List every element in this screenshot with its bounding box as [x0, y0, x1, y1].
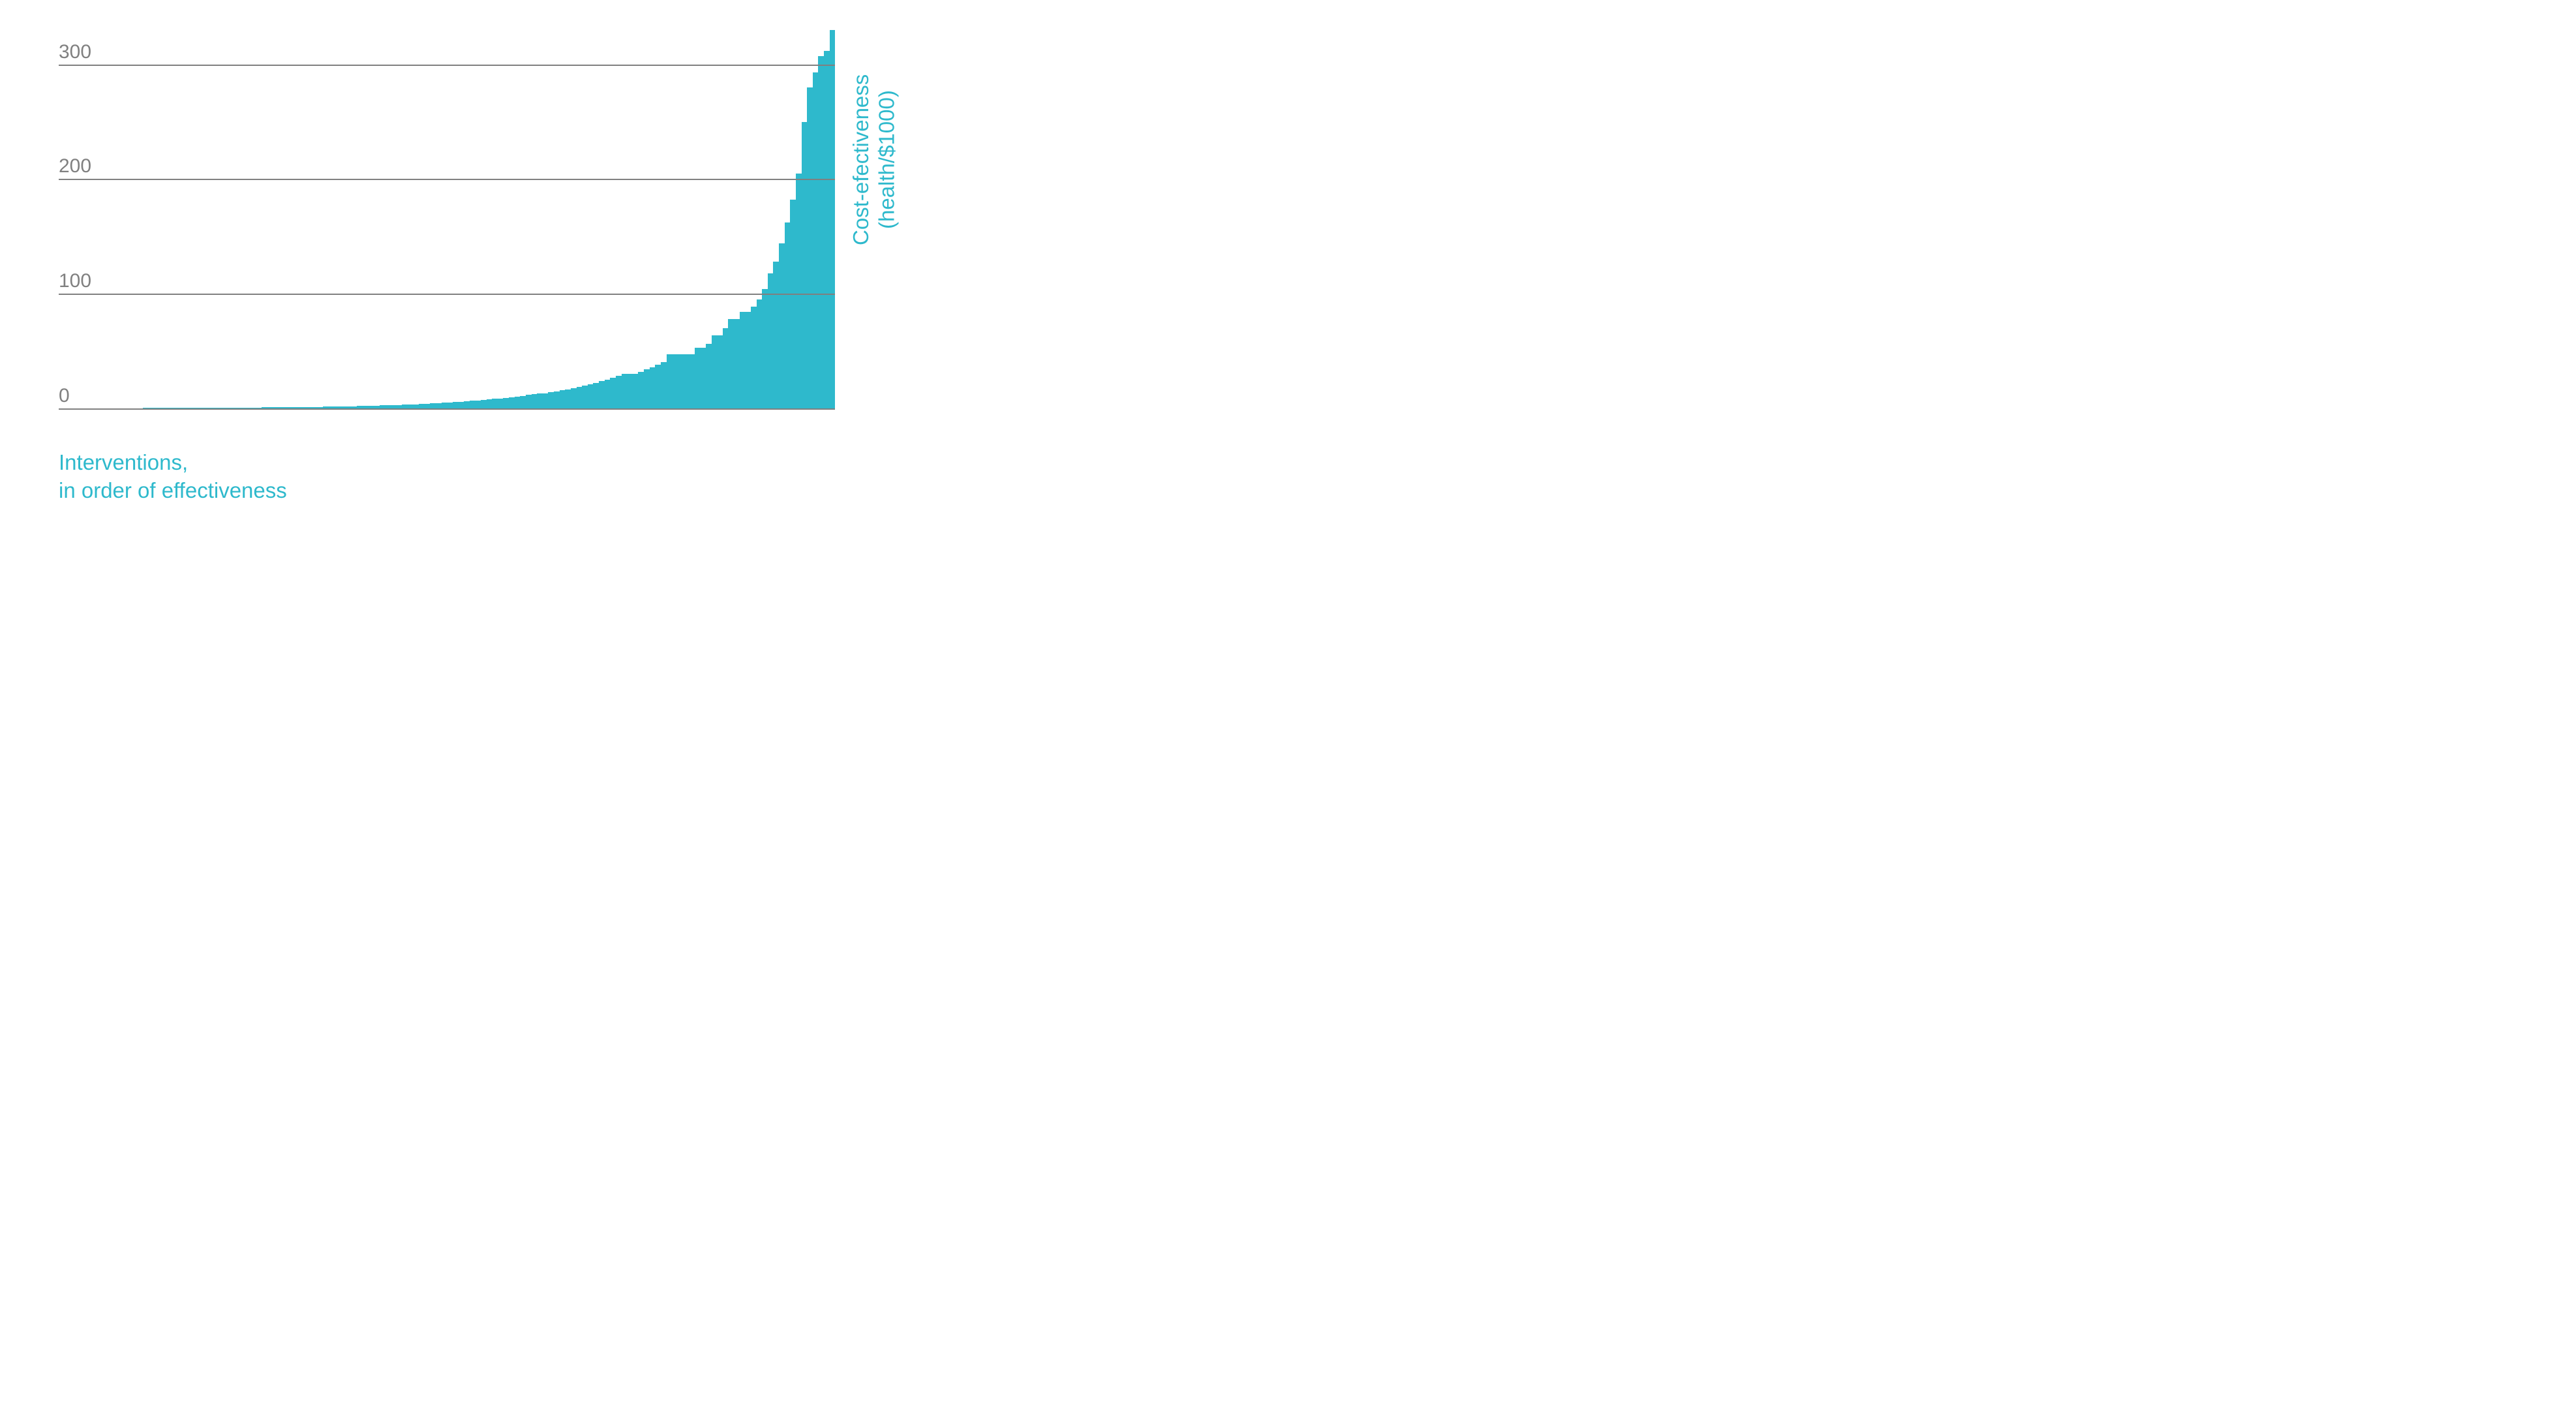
bar — [751, 307, 757, 408]
gridline — [59, 179, 835, 180]
bar — [683, 354, 689, 408]
bar — [453, 402, 459, 408]
bar — [464, 401, 470, 408]
bar — [498, 399, 504, 408]
y-tick-label: 300 — [59, 41, 91, 63]
bar — [593, 383, 599, 408]
bar — [712, 335, 718, 408]
bar — [723, 328, 729, 408]
bar — [560, 390, 566, 408]
bar — [790, 200, 796, 408]
bar — [442, 403, 447, 408]
bar — [678, 354, 684, 408]
bar — [481, 400, 487, 408]
bar — [622, 374, 628, 408]
bar — [762, 289, 768, 408]
plot-area — [59, 30, 835, 408]
bar — [740, 312, 746, 408]
bar — [672, 354, 678, 408]
y-tick-label: 200 — [59, 155, 91, 177]
bar — [807, 87, 813, 408]
bar — [633, 374, 639, 408]
bar — [689, 354, 695, 408]
bar — [655, 365, 661, 408]
bar — [706, 344, 712, 408]
y-axis-label: Cost-efectiveness (health/$1000) — [848, 20, 900, 300]
bar — [813, 72, 819, 408]
bar — [599, 381, 605, 408]
bar — [802, 122, 808, 408]
bar — [779, 243, 785, 408]
bar — [661, 362, 667, 408]
bar — [605, 380, 611, 408]
bar — [588, 384, 594, 408]
bar — [824, 51, 830, 408]
bar — [571, 388, 577, 408]
bar — [610, 378, 616, 408]
bar — [532, 394, 538, 408]
bar — [475, 401, 481, 408]
bar — [548, 392, 554, 408]
bar — [728, 319, 734, 408]
bar — [818, 56, 824, 408]
bar — [734, 319, 740, 408]
bar — [425, 404, 431, 408]
bar — [458, 402, 464, 408]
bar — [717, 335, 723, 408]
bars — [59, 30, 835, 408]
bar — [515, 397, 521, 408]
bar — [757, 299, 763, 408]
bar — [554, 391, 560, 408]
bar — [526, 395, 532, 408]
bar — [503, 398, 509, 408]
bar — [616, 376, 622, 408]
x-axis-label: Interventions, in order of effectiveness — [59, 449, 287, 505]
bar — [695, 348, 701, 408]
bar — [487, 399, 492, 408]
bar — [638, 372, 644, 408]
bar — [447, 403, 453, 408]
bar — [650, 367, 656, 408]
gridline — [59, 294, 835, 295]
y-tick-label: 100 — [59, 270, 91, 292]
bar — [785, 222, 791, 408]
bar — [644, 369, 650, 408]
bar — [470, 401, 476, 408]
bar — [577, 387, 583, 408]
bar — [509, 397, 515, 408]
bar — [565, 390, 571, 408]
bar — [520, 396, 526, 409]
bar — [492, 399, 498, 408]
bar — [830, 30, 836, 408]
bar — [700, 348, 706, 408]
gridline — [59, 65, 835, 66]
bar — [436, 403, 442, 408]
bar — [667, 354, 673, 408]
y-tick-label: 0 — [59, 385, 70, 407]
bar — [543, 393, 549, 408]
bar — [419, 404, 425, 408]
bar — [627, 374, 633, 408]
bar — [773, 262, 779, 408]
bar — [430, 403, 436, 408]
bar — [796, 174, 802, 408]
chart-container: Interventions, in order of effectiveness… — [0, 0, 965, 532]
bar — [582, 386, 588, 408]
bar — [537, 393, 543, 408]
bar — [745, 312, 751, 408]
gridline — [59, 408, 835, 410]
